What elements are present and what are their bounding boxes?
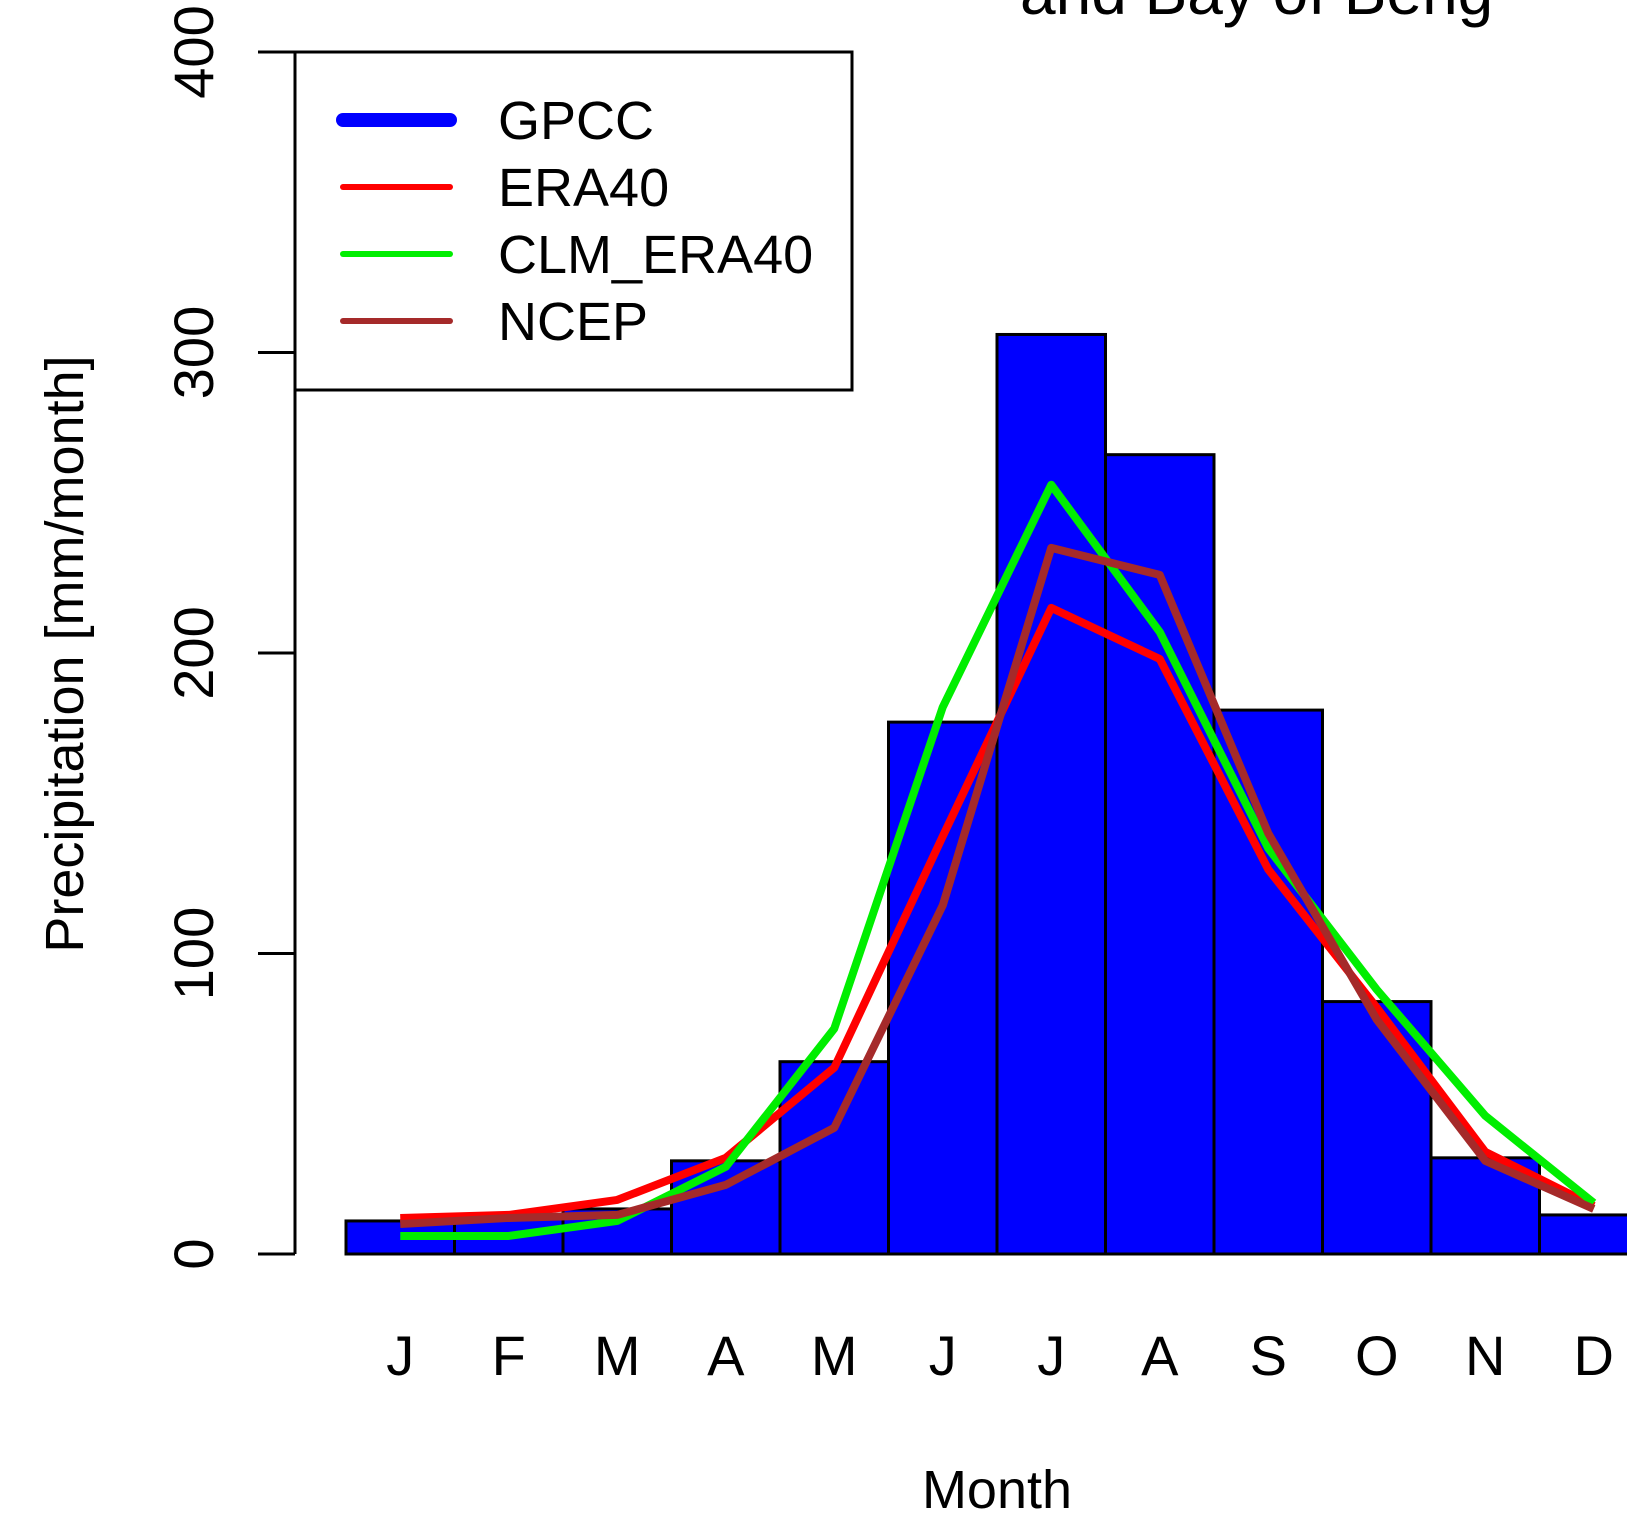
line-series-group <box>400 480 1597 1240</box>
chart-title: and Bay of Beng <box>1020 0 1493 28</box>
y-tick-label: 100 <box>162 907 225 1000</box>
x-tick-label: F <box>492 1324 526 1387</box>
x-tick-label: J <box>386 1324 414 1387</box>
y-axis: 0 100 200 300 400 <box>162 5 297 1270</box>
y-tick-label: 400 <box>162 5 225 98</box>
x-tick-label: O <box>1355 1324 1399 1387</box>
y-tick-label: 200 <box>162 606 225 699</box>
x-tick-label: J <box>1037 1324 1065 1387</box>
bar-series-gpcc <box>344 332 1627 1256</box>
x-tick-label: A <box>1141 1324 1179 1387</box>
y-axis-title: Precipitation [mm/month] <box>35 355 95 952</box>
x-tick-label: M <box>811 1324 858 1387</box>
legend-box <box>293 50 854 392</box>
bar-5 <box>778 1060 890 1256</box>
line-ncep <box>400 543 1596 1228</box>
bar-10 <box>1321 1000 1433 1256</box>
legend-label: CLM_ERA40 <box>498 225 813 285</box>
legend-label: ERA40 <box>498 158 669 218</box>
x-tick-label: A <box>707 1324 745 1387</box>
x-tick-label: N <box>1465 1324 1505 1387</box>
legend: GPCC ERA40 CLM_ERA40 NCEP <box>293 50 854 392</box>
x-tick-label: J <box>929 1324 957 1387</box>
x-tick-label: M <box>594 1324 641 1387</box>
legend-label: NCEP <box>498 292 648 352</box>
legend-label: GPCC <box>498 91 654 151</box>
line-clm-era40 <box>400 480 1597 1240</box>
x-axis-title: Month <box>922 1460 1072 1518</box>
bar-7 <box>995 332 1107 1256</box>
x-tick-label: S <box>1250 1324 1287 1387</box>
y-tick-label: 0 <box>162 1238 225 1269</box>
bar-12 <box>1538 1213 1627 1256</box>
y-tick-label: 300 <box>162 306 225 399</box>
x-tick-label: D <box>1574 1324 1614 1387</box>
